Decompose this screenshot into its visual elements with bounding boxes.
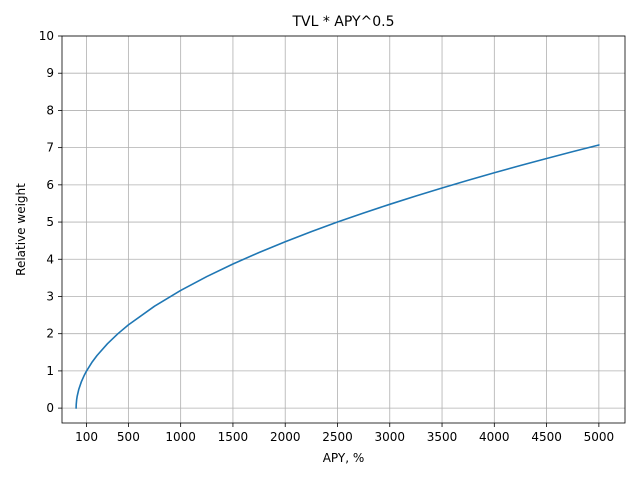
y-tick-label: 2 <box>46 327 54 341</box>
series-line <box>75 144 600 409</box>
y-axis-label: Relative weight <box>14 183 28 276</box>
x-tick-label: 3500 <box>427 430 458 444</box>
grid <box>62 35 625 423</box>
y-tick-label: 7 <box>46 141 54 155</box>
ticks: 100 500 1000 1500 2000 2500 3000 3500 4000 4500 50… <box>39 29 614 444</box>
y-tick-label: 4 <box>46 252 54 266</box>
x-tick-label: 2500 <box>322 430 353 444</box>
x-tick-label: 4500 <box>531 430 562 444</box>
x-axis-label: APY, % <box>323 451 365 465</box>
y-tick-label: 5 <box>46 215 54 229</box>
plot-frame <box>61 35 626 424</box>
series-layer <box>75 144 600 409</box>
x-tick-label: 3000 <box>374 430 405 444</box>
x-tick-label: 4000 <box>479 430 510 444</box>
y-tick-label: 10 <box>39 29 54 43</box>
y-tick-label: 1 <box>46 364 54 378</box>
x-tick-label: 500 <box>117 430 140 444</box>
x-tick-label: 100 <box>75 430 98 444</box>
chart-title: TVL * APY^0.5 <box>291 14 394 30</box>
x-tick-label: 1000 <box>165 430 196 444</box>
y-tick-label: 3 <box>46 289 54 303</box>
x-tick-label: 2000 <box>270 430 301 444</box>
y-tick-label: 8 <box>46 103 54 117</box>
y-tick-label: 9 <box>46 66 54 80</box>
x-tick-label: 1500 <box>218 430 249 444</box>
y-tick-label: 6 <box>46 178 54 192</box>
y-tick-label: 0 <box>46 401 54 415</box>
x-tick-label: 5000 <box>584 430 615 444</box>
